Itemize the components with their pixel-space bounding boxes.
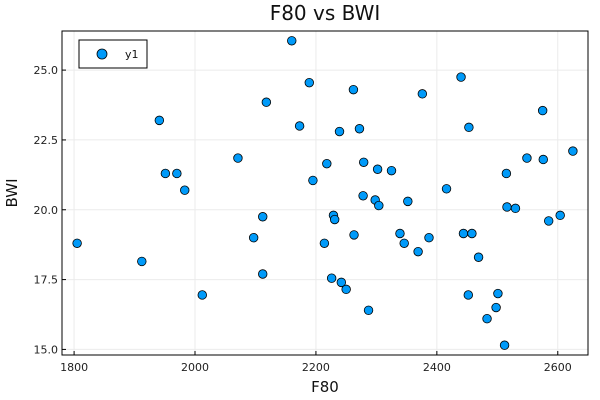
legend: y1 <box>78 39 148 69</box>
grid <box>62 31 588 355</box>
legend-marker-y1 <box>96 48 108 60</box>
x-tick-label: 2200 <box>302 361 330 374</box>
data-point <box>358 191 368 201</box>
data-point <box>424 232 434 243</box>
data-point <box>326 273 337 283</box>
data-point <box>544 216 554 226</box>
y-tick-label: 15.0 <box>34 343 59 356</box>
data-point <box>304 77 314 88</box>
data-point <box>499 340 510 350</box>
data-point <box>463 290 473 300</box>
y-tick-label: 25.0 <box>34 64 59 77</box>
data-point <box>522 153 532 163</box>
y-tick-label: 22.5 <box>34 134 59 147</box>
x-tick-label: 2000 <box>181 361 209 374</box>
data-point <box>358 157 369 167</box>
data-point <box>538 154 548 165</box>
x-tick-label: 1800 <box>60 361 88 374</box>
data-points <box>72 36 578 350</box>
axis-ticks: 1800 2000 2200 2400 2600 15.0 17.5 20.0 22.5 25.0 <box>34 64 572 374</box>
data-point <box>493 288 503 299</box>
data-point <box>154 115 165 126</box>
data-point <box>467 228 477 239</box>
data-point <box>555 210 565 221</box>
data-point <box>172 168 182 179</box>
data-point <box>261 97 272 107</box>
data-point <box>473 252 484 262</box>
data-point <box>248 232 259 243</box>
data-point <box>233 153 243 163</box>
data-point <box>374 200 384 211</box>
data-point <box>537 105 548 116</box>
data-point <box>456 72 466 82</box>
data-point <box>258 212 268 222</box>
data-point <box>491 302 501 313</box>
data-point <box>180 185 190 195</box>
data-point <box>294 121 305 131</box>
y-tick-label: 17.5 <box>34 274 59 287</box>
chart-title: F80 vs BWI <box>270 1 381 25</box>
data-point <box>319 238 330 248</box>
x-axis-label: F80 <box>311 378 339 396</box>
plot-frame <box>61 30 589 356</box>
data-point <box>354 124 365 134</box>
data-point <box>287 36 297 46</box>
legend-label-y1: y1 <box>125 48 139 61</box>
data-point <box>502 202 512 212</box>
data-point <box>482 313 492 324</box>
data-point <box>349 230 359 240</box>
data-point <box>329 214 340 225</box>
data-point <box>341 284 351 295</box>
legend-box <box>78 39 148 69</box>
data-point <box>72 238 82 248</box>
data-point <box>308 175 318 186</box>
data-point <box>399 238 409 248</box>
data-point <box>334 126 345 137</box>
data-point <box>403 196 413 207</box>
data-point <box>348 84 359 95</box>
data-point <box>441 184 452 194</box>
data-point <box>197 290 207 300</box>
data-point <box>258 269 268 279</box>
x-tick-label: 2400 <box>423 361 451 374</box>
data-point <box>510 203 521 214</box>
data-point <box>413 246 423 257</box>
data-point <box>137 256 147 267</box>
y-axis-label: BWI <box>3 178 21 207</box>
data-point <box>336 277 347 288</box>
data-point <box>464 122 474 133</box>
data-point <box>363 305 374 316</box>
data-point <box>160 168 171 179</box>
data-point <box>568 146 578 156</box>
data-point <box>386 165 397 176</box>
y-tick-label: 20.0 <box>34 204 59 217</box>
data-point <box>372 164 383 174</box>
x-tick-label: 2600 <box>544 361 572 374</box>
data-point <box>395 228 405 239</box>
data-point <box>501 168 512 179</box>
data-point <box>458 228 469 239</box>
data-point <box>322 158 332 169</box>
data-point <box>417 89 428 99</box>
